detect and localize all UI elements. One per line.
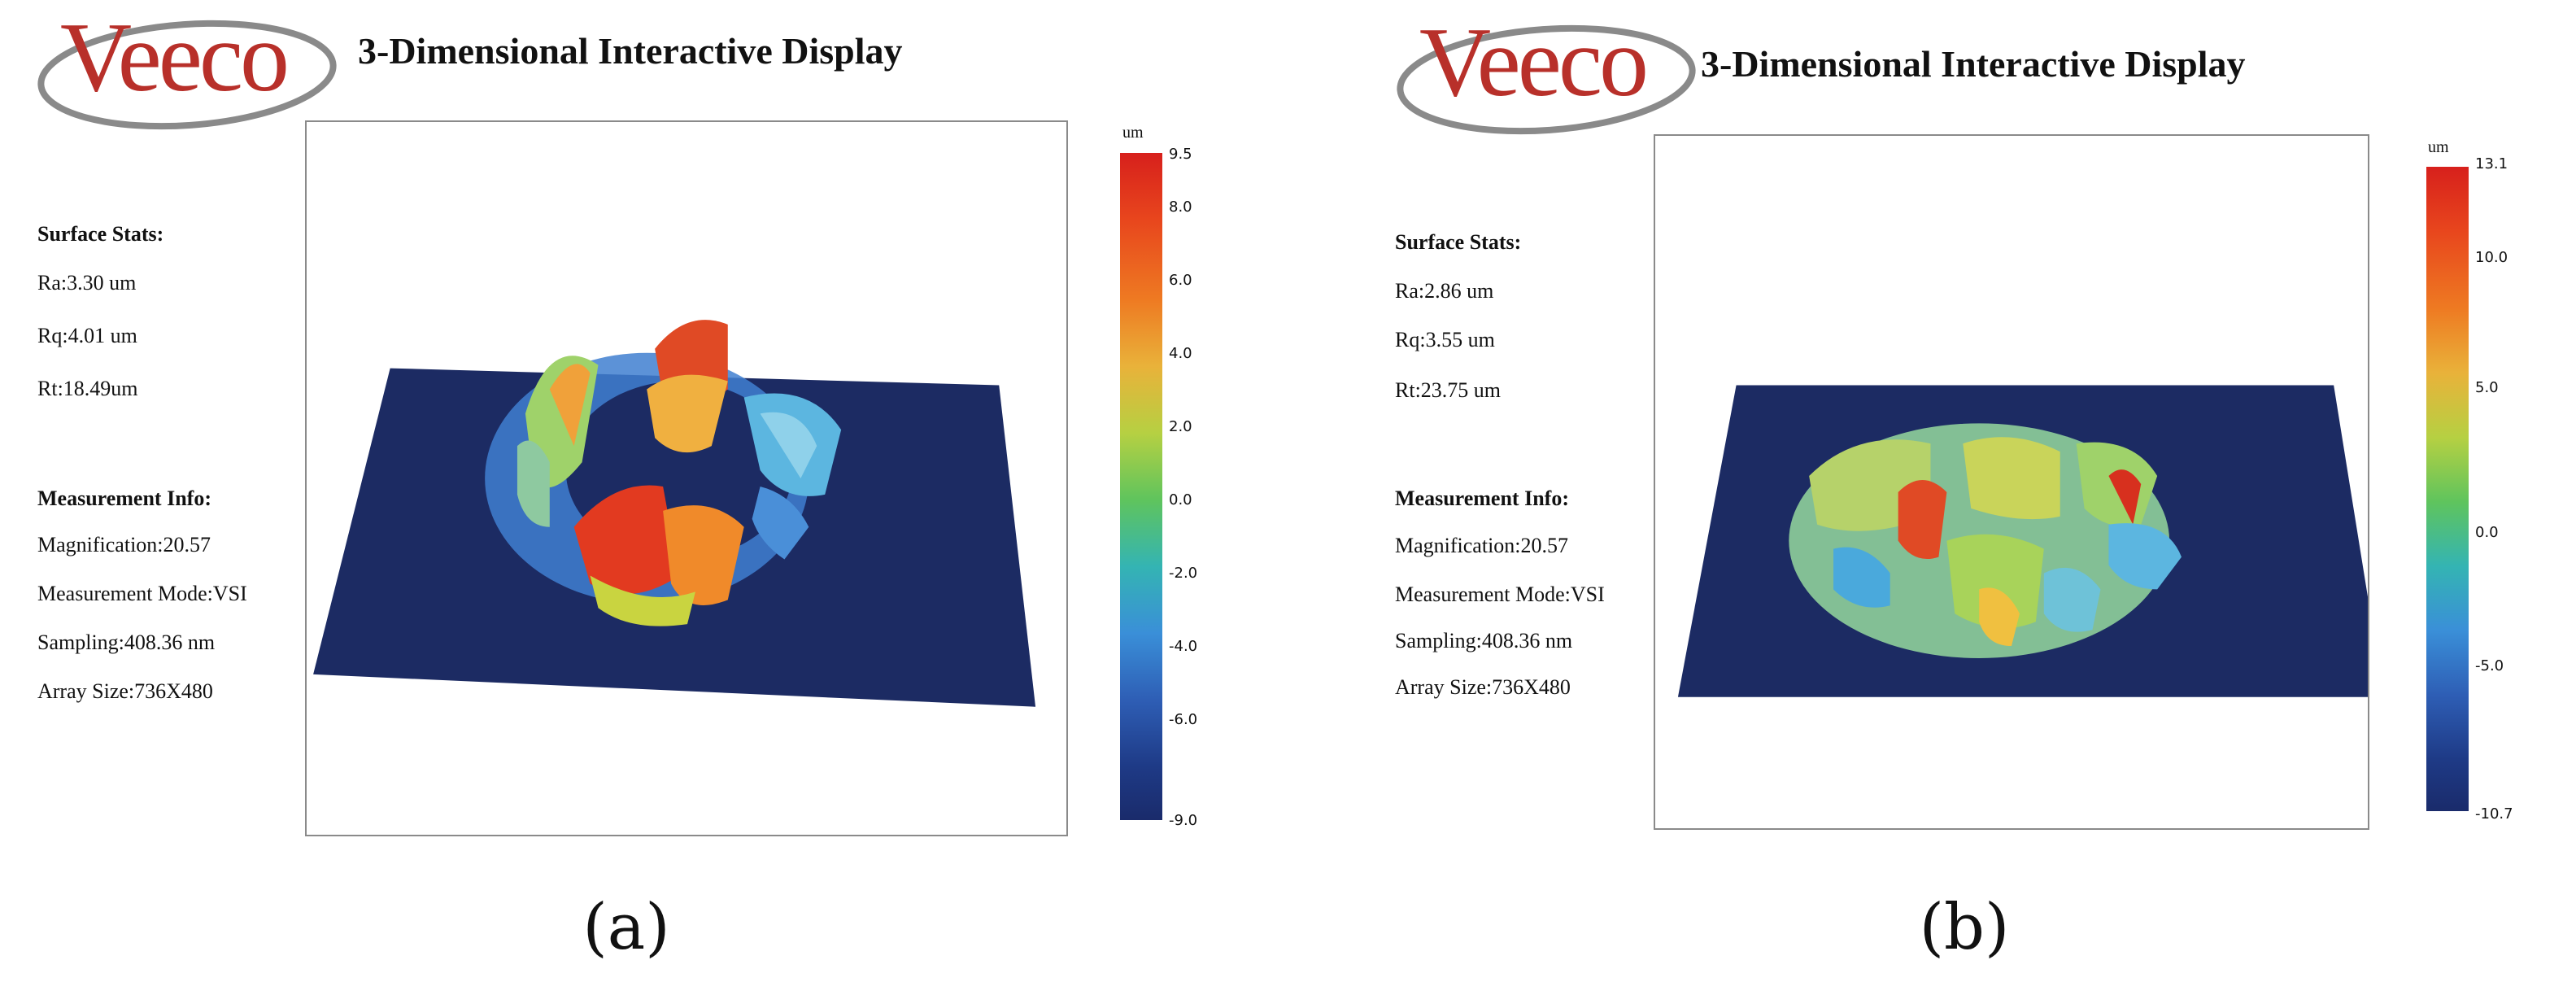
info-magnification: Magnification:20.57 [1395, 534, 1569, 557]
stat-ra: Ra:2.86 um [1395, 279, 1494, 303]
stat-rq: Rq:4.01 um [37, 324, 137, 347]
colorbar-tick: 13.1 [2475, 155, 2508, 172]
logo-wordmark: Veeco [60, 2, 290, 112]
colorbar-unit: um [1122, 124, 1144, 142]
3d-viewport[interactable] [305, 120, 1068, 836]
measurement-info-heading: Measurement Info: [1395, 487, 1569, 510]
panel-label-a: (a) [582, 891, 670, 964]
colorbar-unit: um [2428, 138, 2449, 156]
stat-ra: Ra:3.30 um [37, 271, 137, 295]
stat-rt: Rt:23.75 um [1395, 378, 1502, 402]
measurement-info-heading: Measurement Info: [37, 487, 211, 510]
stat-rq: Rq:3.55 um [1395, 328, 1495, 351]
colorbar-tick: 2.0 [1169, 418, 1192, 435]
info-array-size: Array Size:736X480 [1395, 675, 1571, 699]
colorbar-tick: 0.0 [1169, 491, 1192, 508]
colorbar-tick: 6.0 [1169, 272, 1192, 289]
surface-stats-heading: Surface Stats: [37, 222, 164, 246]
info-magnification: Magnification:20.57 [37, 533, 211, 556]
info-array-size: Array Size:736X480 [37, 679, 213, 703]
colorbar-tick: -4.0 [1169, 638, 1198, 655]
colorbar-tick: 0.0 [2475, 524, 2499, 541]
panel-b: Veeco 3-Dimensional Interactive Display … [1288, 0, 2575, 995]
surface-render [313, 320, 1036, 707]
info-sampling: Sampling:408.36 nm [37, 631, 216, 654]
colorbar-tick: -10.7 [2475, 805, 2513, 823]
veeco-logo: Veeco [1384, 13, 1709, 143]
colorbar-tick: -5.0 [2475, 657, 2504, 674]
window-title: 3-Dimensional Interactive Display [1701, 43, 2246, 85]
colorbar-tick: -2.0 [1169, 565, 1198, 582]
colorbar-tick: 8.0 [1169, 199, 1192, 216]
panel-a: Veeco 3-Dimensional Interactive Display … [24, 8, 1198, 965]
veeco-logo: Veeco [24, 8, 350, 138]
stat-rt: Rt:18.49um [37, 377, 138, 400]
colorbar-tick: 4.0 [1169, 345, 1192, 362]
colorbar-tick: 5.0 [2475, 379, 2499, 396]
colorbar-tick: -6.0 [1169, 711, 1198, 728]
colorbar-tick: 9.5 [1169, 146, 1192, 163]
3d-viewport[interactable] [1654, 134, 2369, 830]
panel-label-b: (b) [1919, 891, 2010, 964]
info-mode: Measurement Mode:VSI [1395, 583, 1605, 606]
colorbar-tick: 10.0 [2475, 249, 2508, 266]
window-title: 3-Dimensional Interactive Display [358, 30, 903, 72]
info-sampling: Sampling:408.36 nm [1395, 629, 1573, 652]
surface-render [1677, 385, 2368, 697]
info-mode: Measurement Mode:VSI [37, 582, 247, 605]
logo-wordmark: Veeco [1419, 7, 1649, 117]
colorbar [1120, 153, 1162, 820]
colorbar [2426, 167, 2469, 811]
surface-stats-heading: Surface Stats: [1395, 230, 1522, 254]
colorbar-tick: -9.0 [1169, 812, 1198, 829]
